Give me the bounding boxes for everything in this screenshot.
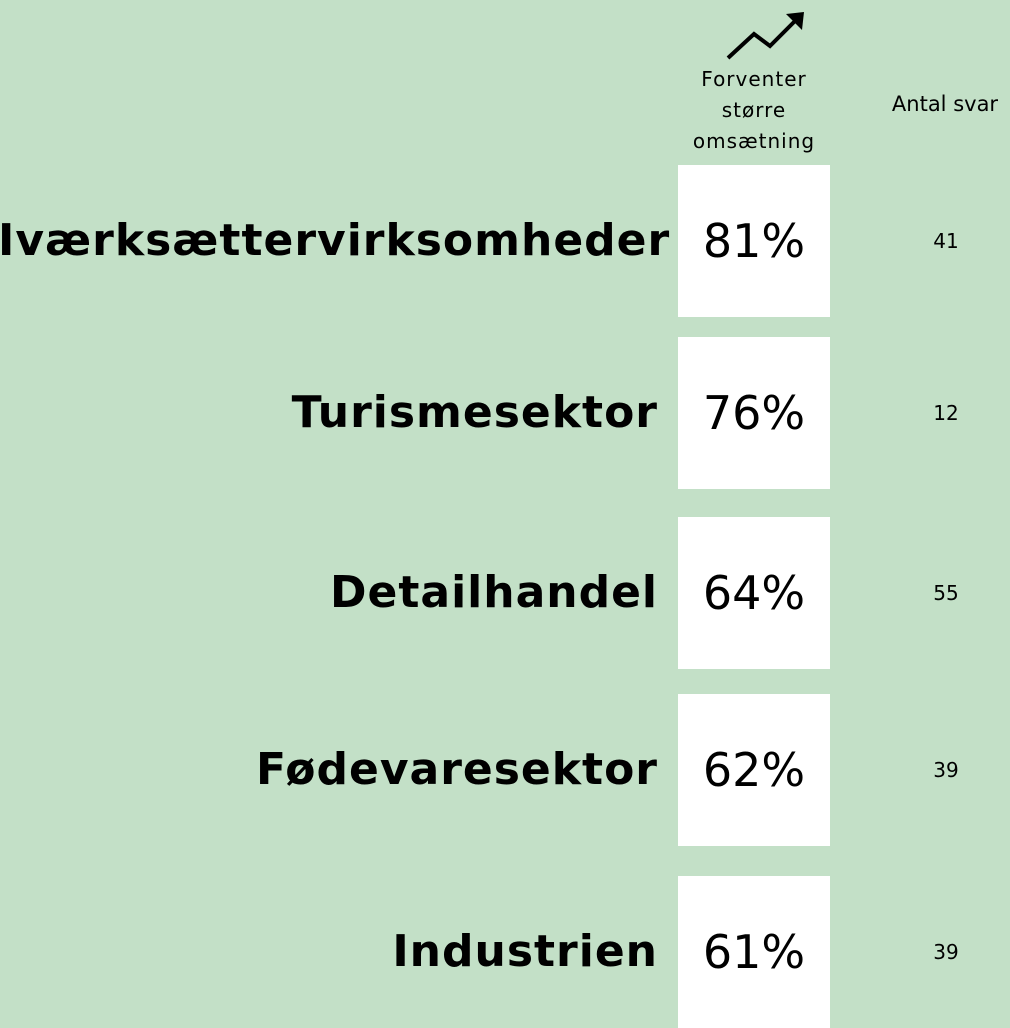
- row-label: Turismesektor: [291, 387, 658, 438]
- share-cell: 64%: [678, 517, 830, 669]
- column-header: Forventer større omsætning: [692, 67, 816, 153]
- share-cell: 61%: [678, 876, 830, 1028]
- row-label: Detailhandel: [329, 567, 658, 618]
- share-cell: 76%: [678, 337, 830, 489]
- trend-icon: [726, 12, 804, 60]
- count-cell: 39: [933, 940, 959, 964]
- row-label: Fødevaresektor: [255, 744, 658, 795]
- share-cell: 81%: [678, 165, 830, 317]
- count-cell: 55: [933, 581, 959, 605]
- count-cell: 41: [933, 229, 959, 253]
- row-label: Iværksættervirksomheder: [0, 215, 671, 266]
- share-cell: 62%: [678, 694, 830, 846]
- count-cell: 12: [933, 401, 959, 425]
- count-cell: 39: [933, 758, 959, 782]
- row-label: Industrien: [392, 926, 658, 977]
- column-header: Antal svar: [891, 92, 999, 116]
